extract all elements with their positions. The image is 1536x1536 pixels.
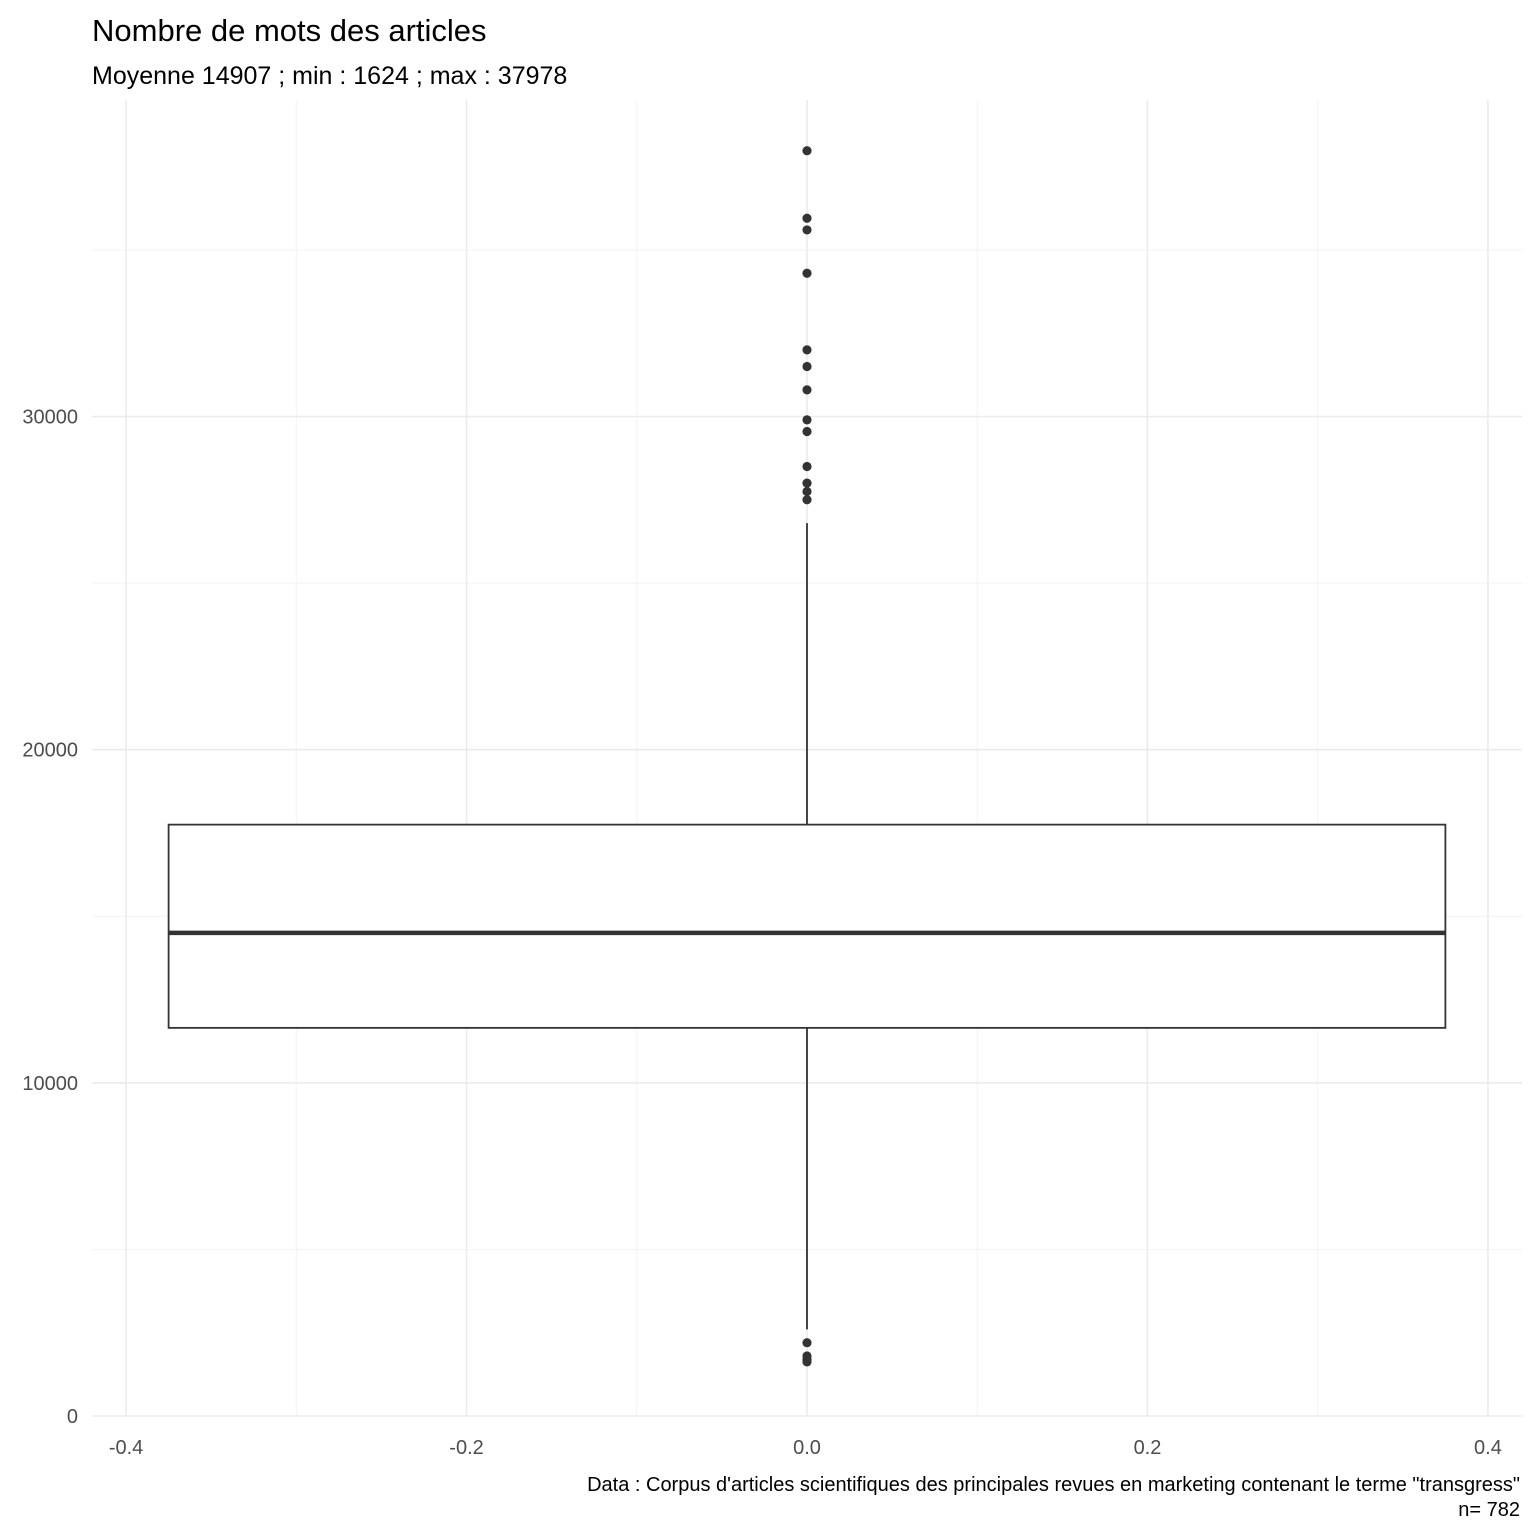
outlier-point	[802, 146, 812, 156]
outlier-point	[802, 1338, 812, 1348]
outlier-point	[802, 213, 812, 223]
outlier-point	[802, 415, 812, 425]
outlier-point	[802, 361, 812, 372]
y-axis-tick-labels: 0 10000 20000 30000	[22, 407, 78, 1428]
outlier-point	[802, 495, 812, 505]
x-tick-label: -0.2	[449, 1437, 483, 1459]
chart-subtitle: Moyenne 14907 ; min : 1624 ; max : 37978	[92, 62, 567, 90]
x-axis-tick-labels: -0.4 -0.2 0.0 0.2 0.4	[109, 1437, 1502, 1459]
x-tick-label: 0.2	[1134, 1437, 1162, 1459]
y-tick-label: 30000	[22, 407, 78, 429]
x-tick-label: 0.4	[1474, 1437, 1502, 1459]
y-tick-label: 0	[67, 1406, 78, 1428]
x-tick-label: -0.4	[109, 1437, 143, 1459]
outlier-point	[802, 268, 812, 278]
outlier-point	[802, 345, 812, 355]
outlier-points	[802, 146, 812, 1367]
outlier-point	[802, 385, 812, 395]
outlier-point	[802, 486, 812, 497]
y-tick-label: 20000	[22, 740, 78, 762]
outlier-point	[802, 478, 812, 488]
outlier-point	[802, 461, 812, 472]
chart-title: Nombre de mots des articles	[92, 13, 487, 48]
caption-sample-size: n= 782	[1458, 1499, 1520, 1521]
y-tick-label: 10000	[22, 1073, 78, 1095]
outlier-point	[802, 1357, 812, 1367]
caption-source: Data : Corpus d'articles scientifiques d…	[587, 1474, 1520, 1496]
interquartile-box	[167, 823, 1447, 1029]
outlier-point	[802, 225, 812, 235]
x-tick-label: 0.0	[793, 1437, 821, 1459]
outlier-point	[802, 426, 812, 437]
boxplot	[167, 523, 1447, 1330]
